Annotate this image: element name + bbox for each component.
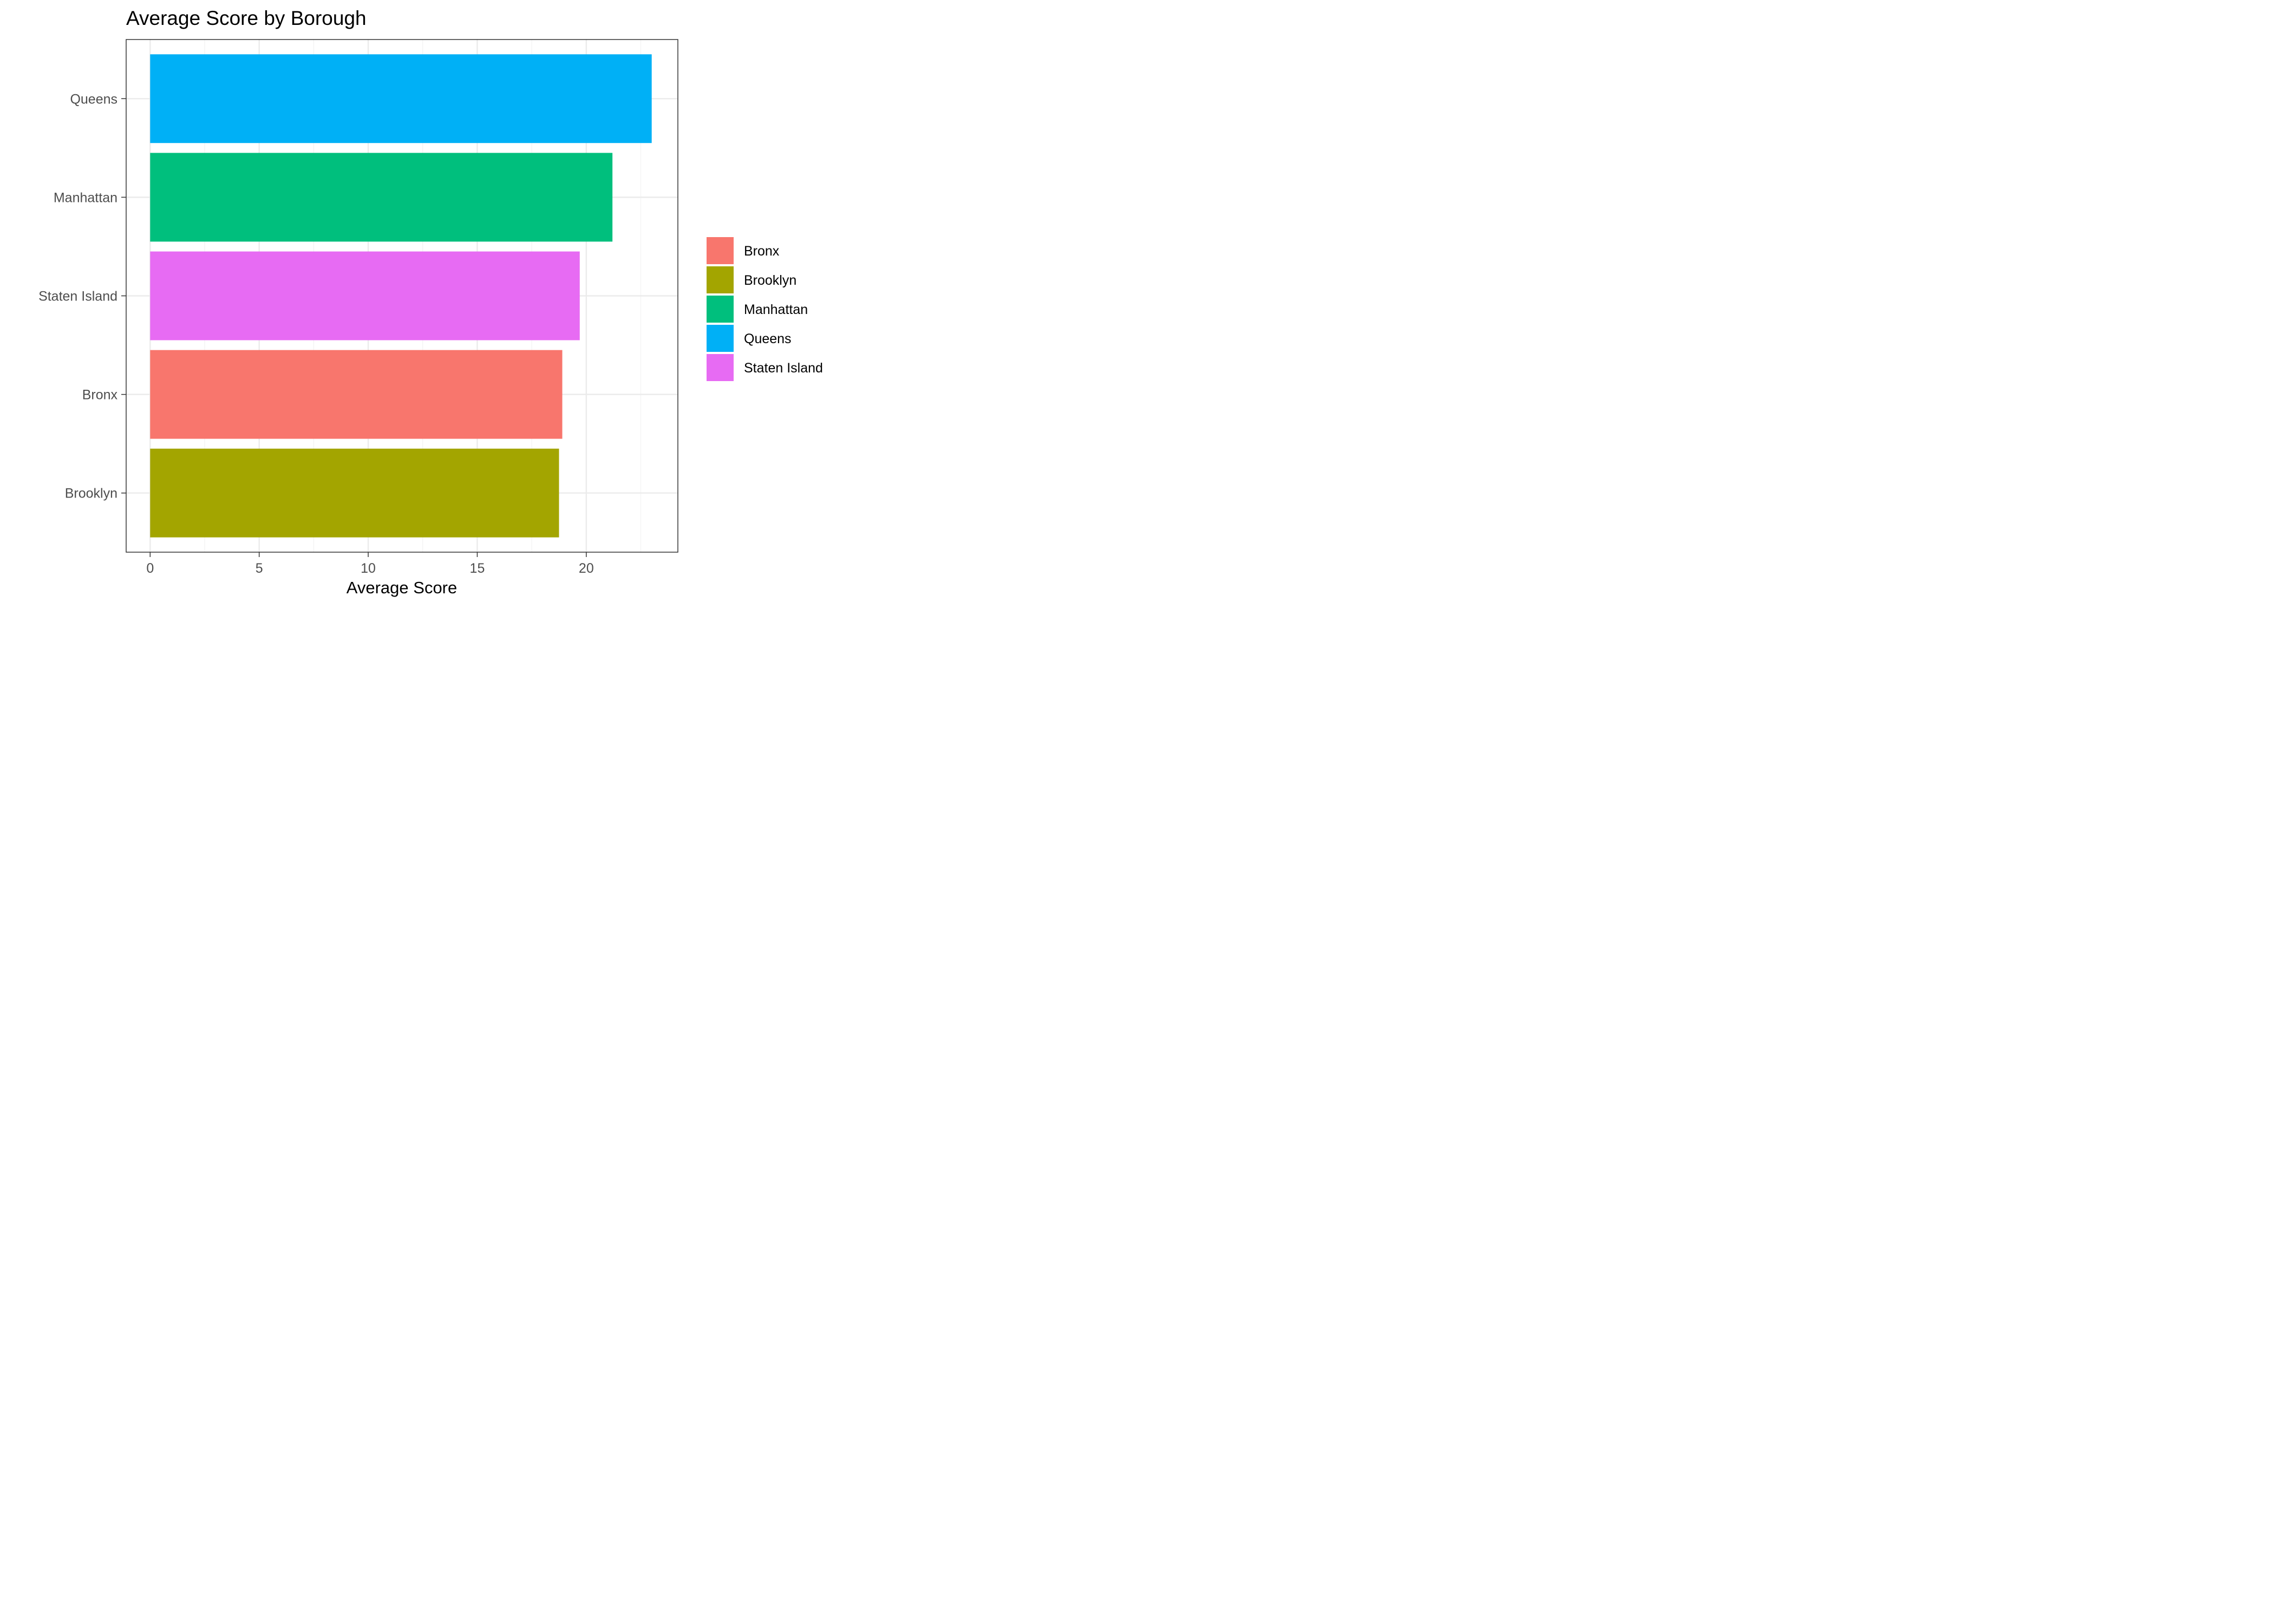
y-tick-label: Staten Island	[38, 289, 117, 304]
legend-key	[707, 325, 734, 352]
x-axis-title: Average Score	[347, 578, 458, 597]
y-tick-label: Manhattan	[54, 190, 117, 205]
bar-chart-svg: Average Score by Borough Queens Manhattan…	[0, 0, 845, 606]
y-axis: Queens Manhattan Staten Island Bronx Brookly…	[38, 91, 126, 501]
x-tick-label: 15	[470, 561, 485, 576]
x-tick-label: 10	[361, 561, 376, 576]
bar-queens	[150, 54, 652, 143]
legend-label: Queens	[744, 331, 792, 346]
legend-key	[707, 296, 734, 323]
bar-brooklyn	[150, 448, 559, 538]
x-tick-label: 20	[579, 561, 594, 576]
legend-label: Manhattan	[744, 302, 808, 317]
legend-key	[707, 266, 734, 293]
x-axis: 0 5 10 15 20	[146, 552, 594, 576]
legend-label: Brooklyn	[744, 273, 796, 288]
legend-label: Staten Island	[744, 361, 823, 376]
legend-key	[707, 237, 734, 264]
y-tick-label: Bronx	[82, 388, 118, 403]
x-tick-label: 5	[256, 561, 263, 576]
x-tick-label: 0	[146, 561, 154, 576]
legend-label: Bronx	[744, 244, 780, 259]
bar-manhattan	[150, 153, 613, 242]
y-tick-label: Queens	[70, 91, 117, 107]
bar-staten-island	[150, 251, 580, 340]
legend: Bronx Brooklyn Manhattan Queens Staten Islan…	[707, 237, 823, 381]
legend-key	[707, 354, 734, 381]
y-tick-label: Brooklyn	[65, 486, 117, 501]
bar-bronx	[150, 350, 563, 439]
chart: Average Score by Borough Queens Manhattan…	[0, 0, 845, 606]
bars	[150, 54, 652, 538]
chart-title: Average Score by Borough	[126, 7, 367, 29]
